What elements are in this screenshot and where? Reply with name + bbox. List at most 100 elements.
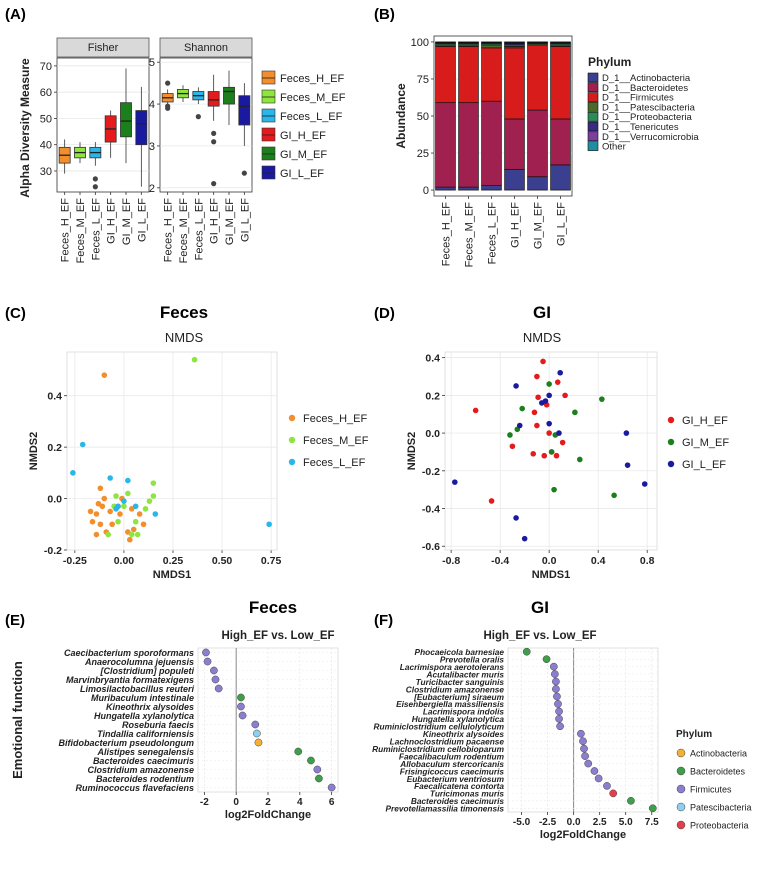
data-point [313,765,322,774]
panel-f-gi-dotplot: (F) GI High_EF vs. Low_EF -5.0 -2.5 0.0 2.5 5.0… [372,598,751,841]
data-point [609,789,618,798]
x-tick-label: 0.00 [114,555,135,567]
legend-label: D_1__Actinobacteria [602,73,691,84]
y-tick-label: 30 [40,166,52,178]
legend-marker [676,802,686,812]
x-tick-label: GI_M_EF [533,202,545,249]
bar-Feces_L_EF [481,41,502,191]
legend-label: Feces_L_EF [303,457,366,469]
legend-marker [676,820,686,830]
taxon-label: Bifidobacterium pseudolongum [58,738,194,748]
data-point [253,729,261,738]
data-point [113,493,119,499]
legend-swatch [261,70,276,85]
panel-a-boxplot: (A) Alpha Diversity Measure Fisher 30 40 50 60… [5,6,346,263]
bar-GI_L_EF [550,41,571,191]
data-point [127,536,133,543]
x-tick-label: -5.0 [513,817,531,828]
data-point [542,655,551,664]
bar-GI_H_EF [504,41,525,191]
bar-segment-D_1__Bacteroidetes [435,102,456,188]
legend-swatch [261,146,276,161]
x-tick-label: Feces_H_EF [60,198,72,262]
panel-label: (A) [5,6,26,23]
box-Feces_H_EF [161,80,174,111]
box-Feces_L_EF [89,142,102,190]
y-tick-label: -0.2 [422,466,440,478]
legend-label: GI_L_EF [682,459,726,471]
bar-segment-D_1__Firmicutes [481,47,502,102]
data-point [136,511,143,517]
legend-swatch [587,141,599,151]
x-tick-label: 2 [265,797,271,808]
legend-marker [667,460,675,468]
data-point [516,422,523,429]
panel-label: (E) [5,612,25,629]
data-point [553,692,561,701]
y-tick-label: 0.2 [425,390,440,402]
data-point [611,492,617,499]
data-point [142,506,149,512]
x-tick-label: 0.50 [212,555,233,567]
x-tick-label: Feces_M_EF [75,198,87,264]
data-point [121,498,127,504]
data-point [581,752,589,760]
taxon-label: Eisenbergiella massiliensis [396,699,504,709]
taxon-label: Muribaculum intestinale [91,693,194,703]
y-tick-label: 25 [417,148,429,160]
data-point [93,511,100,517]
data-point [521,535,528,542]
taxon-label: Marvinbryantia formatexigens [66,675,194,685]
box-body [223,86,235,105]
legend-label: GI_M_EF [280,149,327,161]
plot-frame [159,57,253,193]
x-tick-label: 5.0 [619,817,633,828]
data-point [202,648,210,657]
y-tick-label: -0.4 [422,504,440,516]
data-point [590,767,599,775]
y-tick-label: 40 [40,140,52,152]
data-point [562,392,568,399]
taxon-label: Tindallia californiensis [97,729,194,739]
data-point [531,409,538,416]
outlier-point [241,170,247,176]
y-tick-label: 0 [423,185,429,197]
panel-label: (C) [5,305,26,322]
legend: Feces_H_EF Feces_M_EF Feces_L_EF GI_H_EF GI_… [261,70,346,180]
legend: Phylum D_1__ActinobacteriaD_1__Bacteroide… [587,55,699,153]
data-point [99,503,106,510]
x-tick-label: Feces_L_EF [193,198,205,261]
taxon-label: Bacteroides rodentium [96,774,194,784]
taxon-label: [Eubacterium] siraeum [413,692,505,702]
taxon-label: [Clostridium] populeti [100,666,195,676]
data-point [546,381,552,387]
legend-label: D_1__Tenericutes [602,122,679,133]
plot-frame [56,57,150,193]
data-point [546,430,552,436]
data-point [211,675,220,684]
facet-strip [56,37,150,58]
box-Feces_M_EF [74,142,86,164]
data-point [121,503,127,510]
plot-frame [66,351,278,551]
data-point [572,409,578,416]
x-axis-label: log2FoldChange [225,809,311,821]
x-axis-label: NMDS1 [532,569,571,581]
taxon-label: Lacrimispora aerotolerans [400,662,505,672]
data-point [552,677,560,686]
x-tick-label: GI_M_EF [224,198,236,245]
x-tick-label: GI_M_EF [121,198,133,245]
legend-swatch [261,165,276,180]
x-tick-label: GI_L_EF [556,202,568,246]
x-tick-label: 0.0 [542,555,557,567]
data-point [109,521,115,528]
outlier-point [165,80,171,86]
taxon-label: Ruminiclostridium cellobioparum [372,744,504,754]
legend-label: Feces_H_EF [303,413,367,425]
legend-label: Feces_M_EF [280,92,346,104]
y-tick-label: 0.0 [47,494,62,506]
legend-marker [288,436,296,444]
bar-segment-D_1__Actinobacteria [550,164,571,191]
y-axis-label: Alpha Diversity Measure [18,58,32,198]
bar-GI_M_EF [527,41,548,191]
